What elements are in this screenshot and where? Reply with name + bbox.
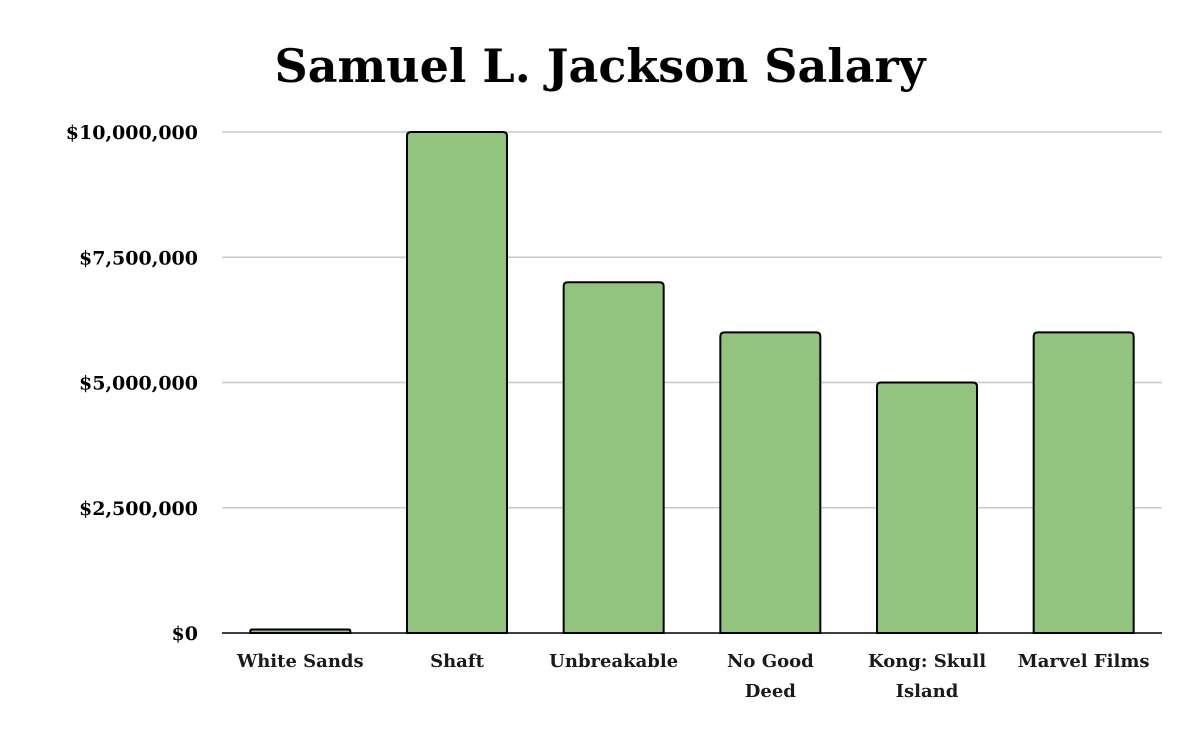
y-tick-label: $2,500,000 [79,498,198,520]
bar [876,381,978,634]
y-tick-label: $10,000,000 [66,122,198,144]
x-tick-label: Kong: Skull Island [868,651,986,702]
bar [406,131,508,634]
x-tick-label-line: Unbreakable [549,651,678,672]
x-tick-label: Shaft [430,651,484,672]
y-tick-label: $0 [172,623,198,645]
x-tick-label: Marvel Films [1018,651,1150,672]
x-tick-label-line: Island [896,681,959,702]
y-axis: $0 $2,500,000 $5,000,000 $7,500,000 $10,000,… [66,122,198,645]
x-axis: White Sands Shaft Unbreakable No Good Deed Ko… [222,632,1162,702]
bar [249,628,352,634]
y-tick-label: $7,500,000 [79,247,198,269]
x-tick-label-line: White Sands [236,651,364,672]
x-tick-label: No Good Deed [727,651,814,702]
chart-title: Samuel L. Jackson Salary [274,39,926,93]
x-tick-label-line: Shaft [430,651,484,672]
bar [562,281,665,634]
bars [249,131,1135,634]
x-tick-label: Unbreakable [549,651,678,672]
bar [719,331,822,634]
x-tick-label-line: No Good [727,651,814,672]
gridlines [222,131,1162,509]
bar [1032,331,1135,634]
x-tick-label-line: Deed [745,681,797,702]
x-tick-label-line: Marvel Films [1018,651,1150,672]
y-tick-label: $5,000,000 [79,373,198,395]
x-tick-label: White Sands [236,651,364,672]
x-tick-label-line: Kong: Skull [868,651,986,672]
